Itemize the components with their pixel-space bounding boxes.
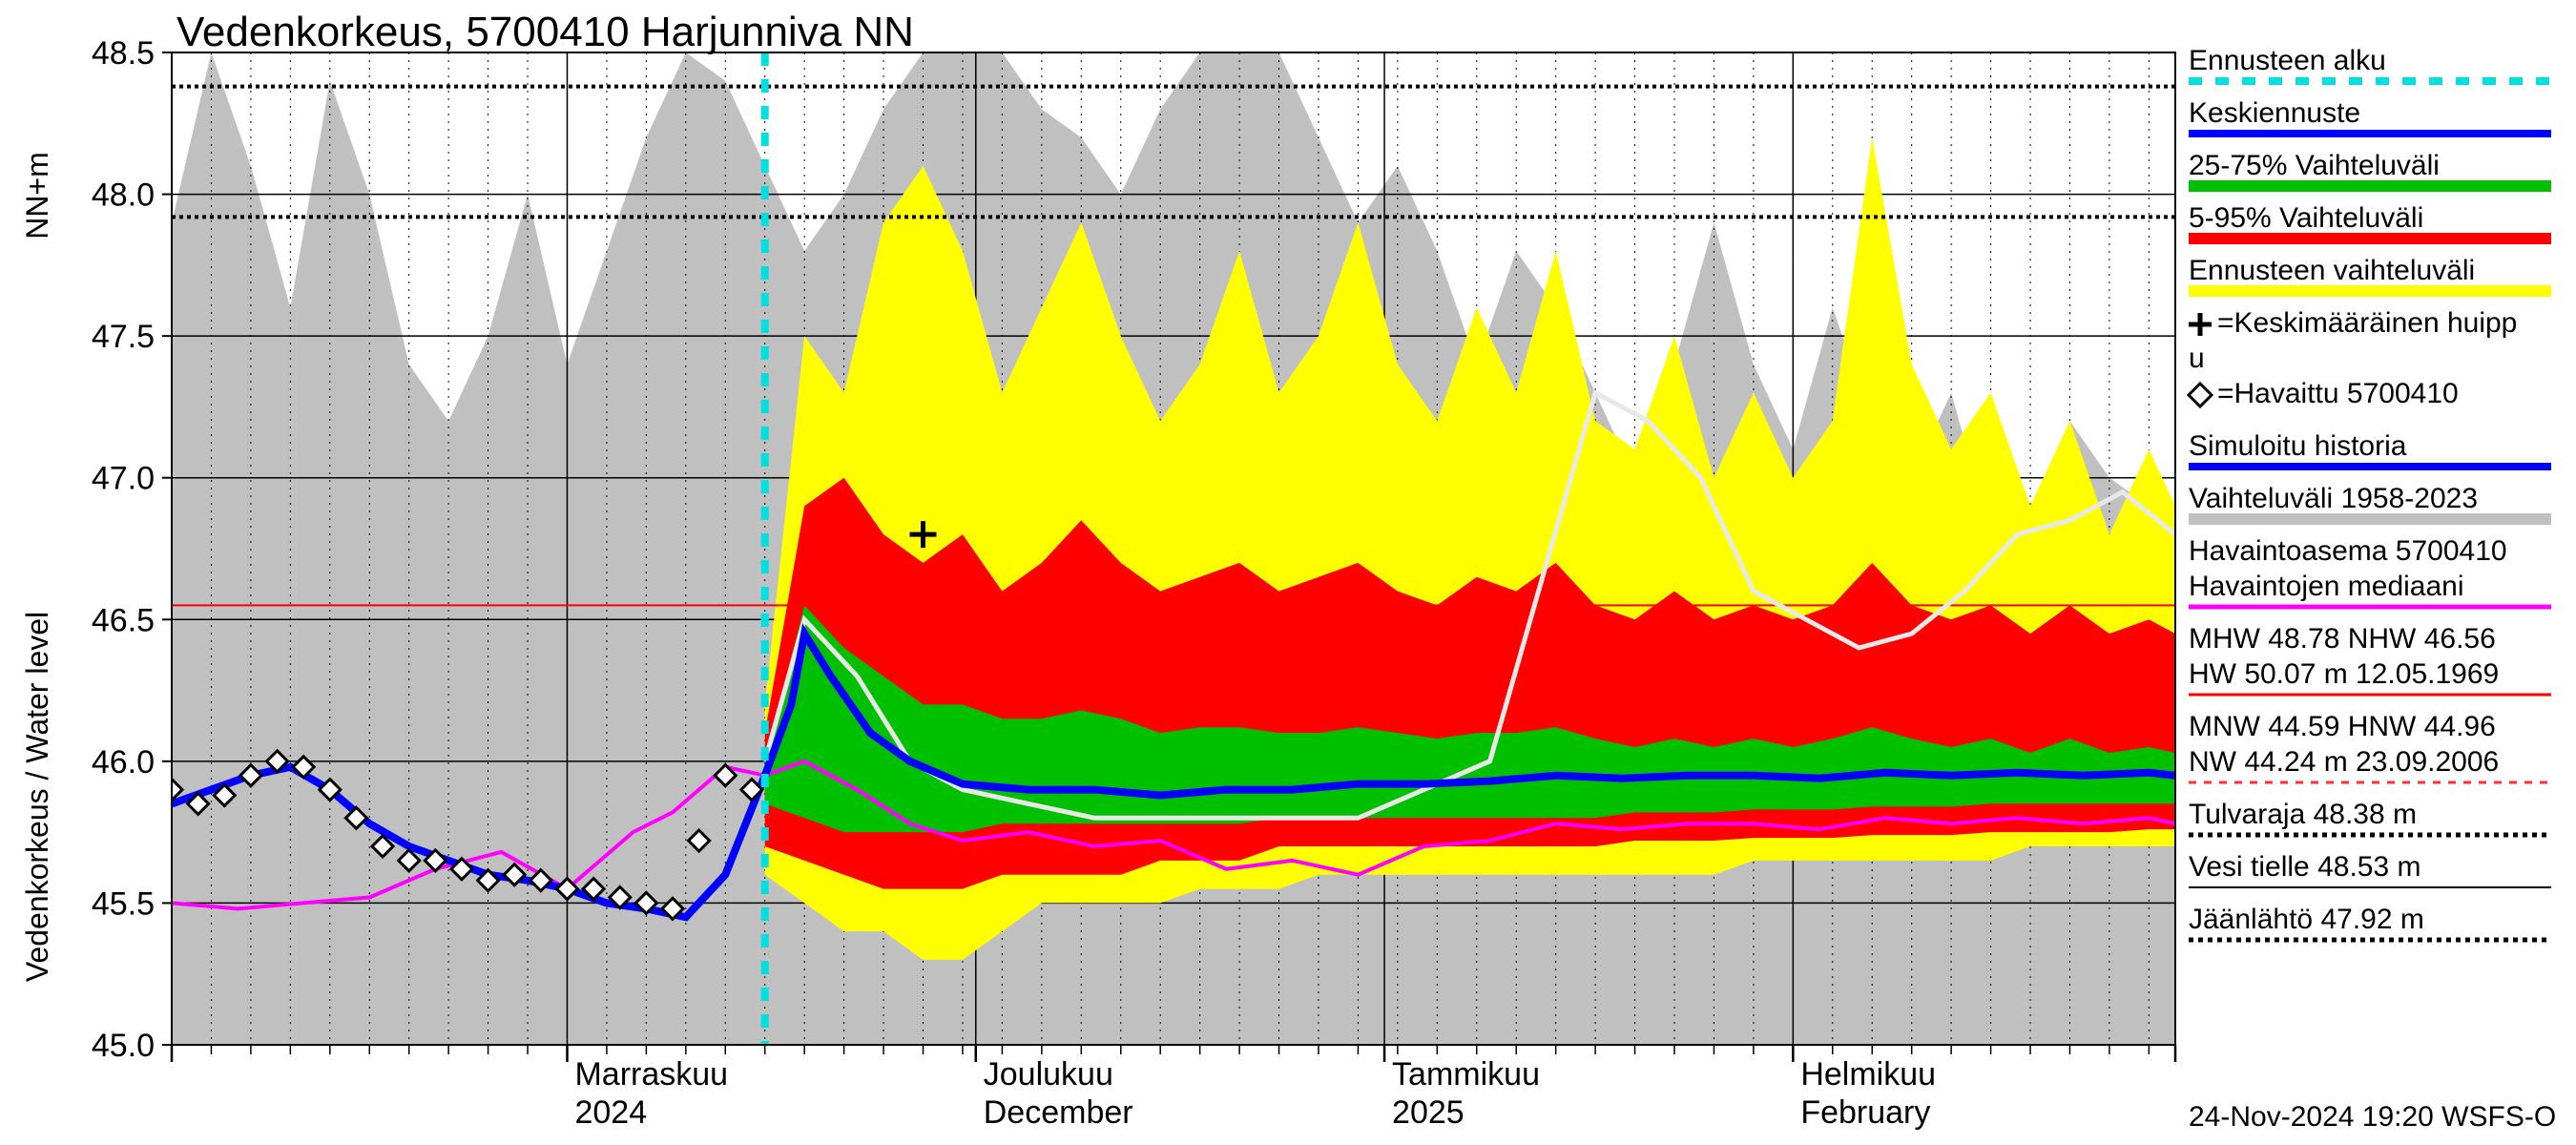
- y-axis-label-top: NN+m: [20, 152, 54, 239]
- legend-vaihteluvali_5_95: 5-95% Vaihteluväli: [2189, 202, 2423, 234]
- x-month-label: Marraskuu: [574, 1056, 728, 1093]
- y-tick-label: 48.0: [92, 177, 155, 214]
- legend-havaittu: =Havaittu 5700410: [2217, 378, 2459, 409]
- legend-keskimaarainen_huippu: =Keskimääräinen huipp: [2217, 307, 2517, 339]
- legend-u: u: [2189, 343, 2205, 374]
- legend-vaihteluvali_25_75: 25-75% Vaihteluväli: [2189, 150, 2440, 181]
- x-month-label: Helmikuu: [1800, 1056, 1936, 1093]
- chart-title: Vedenkorkeus, 5700410 Harjunniva NN: [177, 9, 914, 55]
- legend-hw: HW 50.07 m 12.05.1969: [2189, 658, 2499, 690]
- legend-keskiennuste: Keskiennuste: [2189, 97, 2360, 129]
- legend-simuloitu_historia: Simuloitu historia: [2189, 430, 2407, 462]
- legend-havaintojen_mediaani: Havaintojen mediaani: [2189, 571, 2464, 602]
- legend-vesitielle: Vesi tielle 48.53 m: [2189, 851, 2420, 883]
- legend-tulvaraja: Tulvaraja 48.38 m: [2189, 799, 2417, 830]
- chart-footer: 24-Nov-2024 19:20 WSFS-O: [2189, 1101, 2556, 1133]
- x-month-sub: February: [1800, 1094, 1930, 1131]
- legend-mhw: MHW 48.78 NHW 46.56: [2189, 623, 2496, 655]
- x-month-sub: 2025: [1392, 1094, 1465, 1131]
- y-tick-label: 46.0: [92, 744, 155, 781]
- y-tick-label: 48.5: [92, 35, 155, 72]
- x-month-sub: 2024: [574, 1094, 647, 1131]
- x-month-label: Tammikuu: [1392, 1056, 1540, 1093]
- legend-havaintoasema: Havaintoasema 5700410: [2189, 535, 2507, 567]
- y-axis-label-bottom: Vedenkorkeus / Water level: [20, 612, 54, 982]
- y-tick-label: 46.5: [92, 602, 155, 638]
- legend-jaanlahto: Jäänlähtö 47.92 m: [2189, 904, 2424, 935]
- legend-ennusteen_vaihteluvali: Ennusteen vaihteluväli: [2189, 255, 2475, 286]
- legend-mnw: MNW 44.59 HNW 44.96: [2189, 711, 2496, 742]
- chart-svg: 45.0 45.5 46.0 46.5 47.0 47.5 48.0 48.5 Marrasku…: [0, 0, 2576, 1145]
- x-month-label: Joulukuu: [984, 1056, 1113, 1093]
- legend-vaihteluvali_hist: Vaihteluväli 1958-2023: [2189, 483, 2478, 514]
- y-tick-label: 45.5: [92, 885, 155, 922]
- y-tick-label: 45.0: [92, 1028, 155, 1064]
- chart-container: 45.0 45.5 46.0 46.5 47.0 47.5 48.0 48.5 Marrasku…: [0, 0, 2576, 1145]
- legend-ennusteen_alku: Ennusteen alku: [2189, 45, 2386, 76]
- x-month-sub: December: [984, 1094, 1133, 1131]
- y-tick-label: 47.0: [92, 461, 155, 497]
- y-tick-label: 47.5: [92, 319, 155, 355]
- legend-nw: NW 44.24 m 23.09.2006: [2189, 746, 2499, 778]
